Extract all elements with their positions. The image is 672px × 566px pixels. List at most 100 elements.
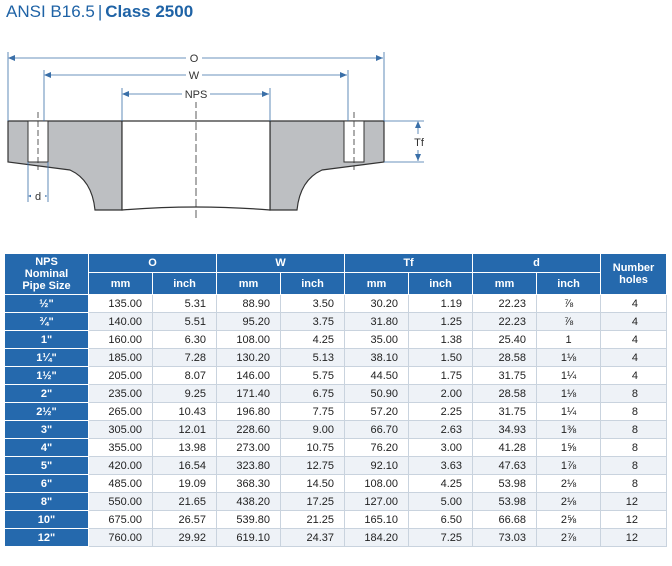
cell-o-inch: 7.28	[152, 348, 217, 367]
cell-nps: ½"	[4, 294, 89, 313]
cell-tf-inch: 2.63	[408, 420, 474, 439]
cell-tf-mm: 66.70	[344, 420, 410, 439]
cell-holes: 4	[600, 312, 668, 331]
cell-d-inch: 2⅛	[536, 492, 602, 511]
flange-body	[7, 120, 123, 211]
standard-label: ANSI B16.5	[6, 2, 95, 21]
cell-d-inch: 1¼	[536, 402, 602, 421]
cell-tf-inch: 6.50	[408, 510, 474, 529]
cell-d-mm: 34.93	[472, 420, 538, 439]
cell-o-mm: 675.00	[88, 510, 153, 529]
header-row-2: mm inch mm inch mm inch mm inch	[5, 272, 667, 295]
cell-holes: 8	[600, 384, 668, 403]
cell-tf-mm: 184.20	[344, 528, 410, 547]
cell-w-inch: 12.75	[279, 456, 346, 475]
cell-tf-inch: 1.19	[408, 294, 474, 313]
cell-tf-inch: 2.00	[408, 384, 474, 403]
cell-w-mm: 146.00	[216, 366, 281, 385]
cell-w-mm: 228.60	[216, 420, 281, 439]
cell-tf-mm: 30.20	[344, 294, 410, 313]
header-mm: mm	[216, 272, 281, 295]
flange-drawing: O W NPS Tf d	[7, 49, 430, 220]
cell-d-inch: 2⅞	[536, 528, 602, 547]
table-row: 1" 160.00 6.30 108.00 4.25 35.00 1.38 25.40 1 4	[4, 330, 668, 349]
cell-tf-inch: 1.25	[408, 312, 474, 331]
cell-w-inch: 7.75	[279, 402, 346, 421]
cell-o-inch: 10.43	[152, 402, 217, 421]
table-row: 2" 235.00 9.25 171.40 6.75 50.90 2.00 28.58 1⅛ 8	[4, 384, 668, 403]
cell-tf-inch: 7.25	[408, 528, 474, 547]
cell-d-inch: 1⅝	[536, 438, 602, 457]
cell-o-inch: 12.01	[152, 420, 217, 439]
cell-tf-mm: 38.10	[344, 348, 410, 367]
cell-o-mm: 355.00	[88, 438, 153, 457]
cell-d-inch: 1¼	[536, 366, 602, 385]
cell-d-mm: 31.75	[472, 366, 538, 385]
cell-o-inch: 9.25	[152, 384, 217, 403]
cell-tf-inch: 1.75	[408, 366, 474, 385]
cell-tf-inch: 3.63	[408, 456, 474, 475]
cell-holes: 12	[600, 492, 668, 511]
cell-tf-inch: 1.38	[408, 330, 474, 349]
cell-nps: 2½"	[4, 402, 89, 421]
cell-nps: 6"	[4, 474, 89, 493]
cell-w-inch: 3.50	[279, 294, 346, 313]
cell-o-inch: 5.51	[152, 312, 217, 331]
cell-d-mm: 53.98	[472, 492, 538, 511]
table-row: 12" 760.00 29.92 619.10 24.37 184.20 7.25 73.03…	[4, 528, 668, 547]
cell-tf-inch: 3.00	[408, 438, 474, 457]
cell-w-mm: 108.00	[216, 330, 281, 349]
label-o: O	[190, 53, 199, 65]
cell-tf-mm: 92.10	[344, 456, 410, 475]
header-d: d	[472, 253, 602, 273]
cell-o-inch: 21.65	[152, 492, 217, 511]
cell-holes: 4	[600, 294, 668, 313]
table-row: 6" 485.00 19.09 368.30 14.50 108.00 4.25 53.98 2…	[4, 474, 668, 493]
cell-w-inch: 17.25	[279, 492, 346, 511]
cell-o-inch: 26.57	[152, 510, 217, 529]
table-row: 8" 550.00 21.65 438.20 17.25 127.00 5.00 53.98 2…	[4, 492, 668, 511]
cell-w-inch: 6.75	[279, 384, 346, 403]
cell-tf-mm: 31.80	[344, 312, 410, 331]
cell-o-mm: 550.00	[88, 492, 153, 511]
cell-o-mm: 485.00	[88, 474, 153, 493]
cell-d-mm: 41.28	[472, 438, 538, 457]
cell-nps: 1¼"	[4, 348, 89, 367]
cell-d-mm: 47.63	[472, 456, 538, 475]
table-row: 4" 355.00 13.98 273.00 10.75 76.20 3.00 41.28 1⅝…	[4, 438, 668, 457]
header-inch: inch	[152, 272, 217, 295]
header-holes: Number holes	[600, 253, 668, 295]
table-row: 10" 675.00 26.57 539.80 21.25 165.10 6.50 66.68…	[4, 510, 668, 529]
table-body: ½" 135.00 5.31 88.90 3.50 30.20 1.19 22.23 ⅞ 4 ¾" 1…	[4, 294, 668, 547]
cell-tf-mm: 50.90	[344, 384, 410, 403]
table-row: 5" 420.00 16.54 323.80 12.75 92.10 3.63 47.63 1⅞…	[4, 456, 668, 475]
cell-o-mm: 265.00	[88, 402, 153, 421]
cell-tf-mm: 165.10	[344, 510, 410, 529]
header-w: W	[215, 253, 346, 273]
cell-holes: 8	[600, 474, 668, 493]
cell-w-inch: 5.13	[279, 348, 346, 367]
cell-d-mm: 66.68	[472, 510, 538, 529]
cell-holes: 12	[600, 528, 668, 547]
cell-holes: 4	[600, 330, 668, 349]
cell-o-inch: 5.31	[152, 294, 217, 313]
cell-o-inch: 6.30	[152, 330, 217, 349]
cell-o-mm: 185.00	[88, 348, 153, 367]
cell-w-mm: 171.40	[216, 384, 281, 403]
cell-d-mm: 22.23	[472, 294, 538, 313]
cell-nps: 5"	[4, 456, 89, 475]
cell-nps: 3"	[4, 420, 89, 439]
title-separator: |	[97, 2, 103, 21]
header-mm: mm	[472, 272, 538, 295]
cell-d-inch: 2⅛	[536, 474, 602, 493]
cell-o-inch: 19.09	[152, 474, 217, 493]
cell-o-inch: 16.54	[152, 456, 217, 475]
cell-w-inch: 14.50	[279, 474, 346, 493]
cell-o-inch: 8.07	[152, 366, 217, 385]
cell-w-mm: 95.20	[216, 312, 281, 331]
cell-tf-inch: 4.25	[408, 474, 474, 493]
header-mm: mm	[344, 272, 410, 295]
cell-holes: 8	[600, 420, 668, 439]
cell-o-mm: 760.00	[88, 528, 153, 547]
cell-w-mm: 539.80	[216, 510, 281, 529]
